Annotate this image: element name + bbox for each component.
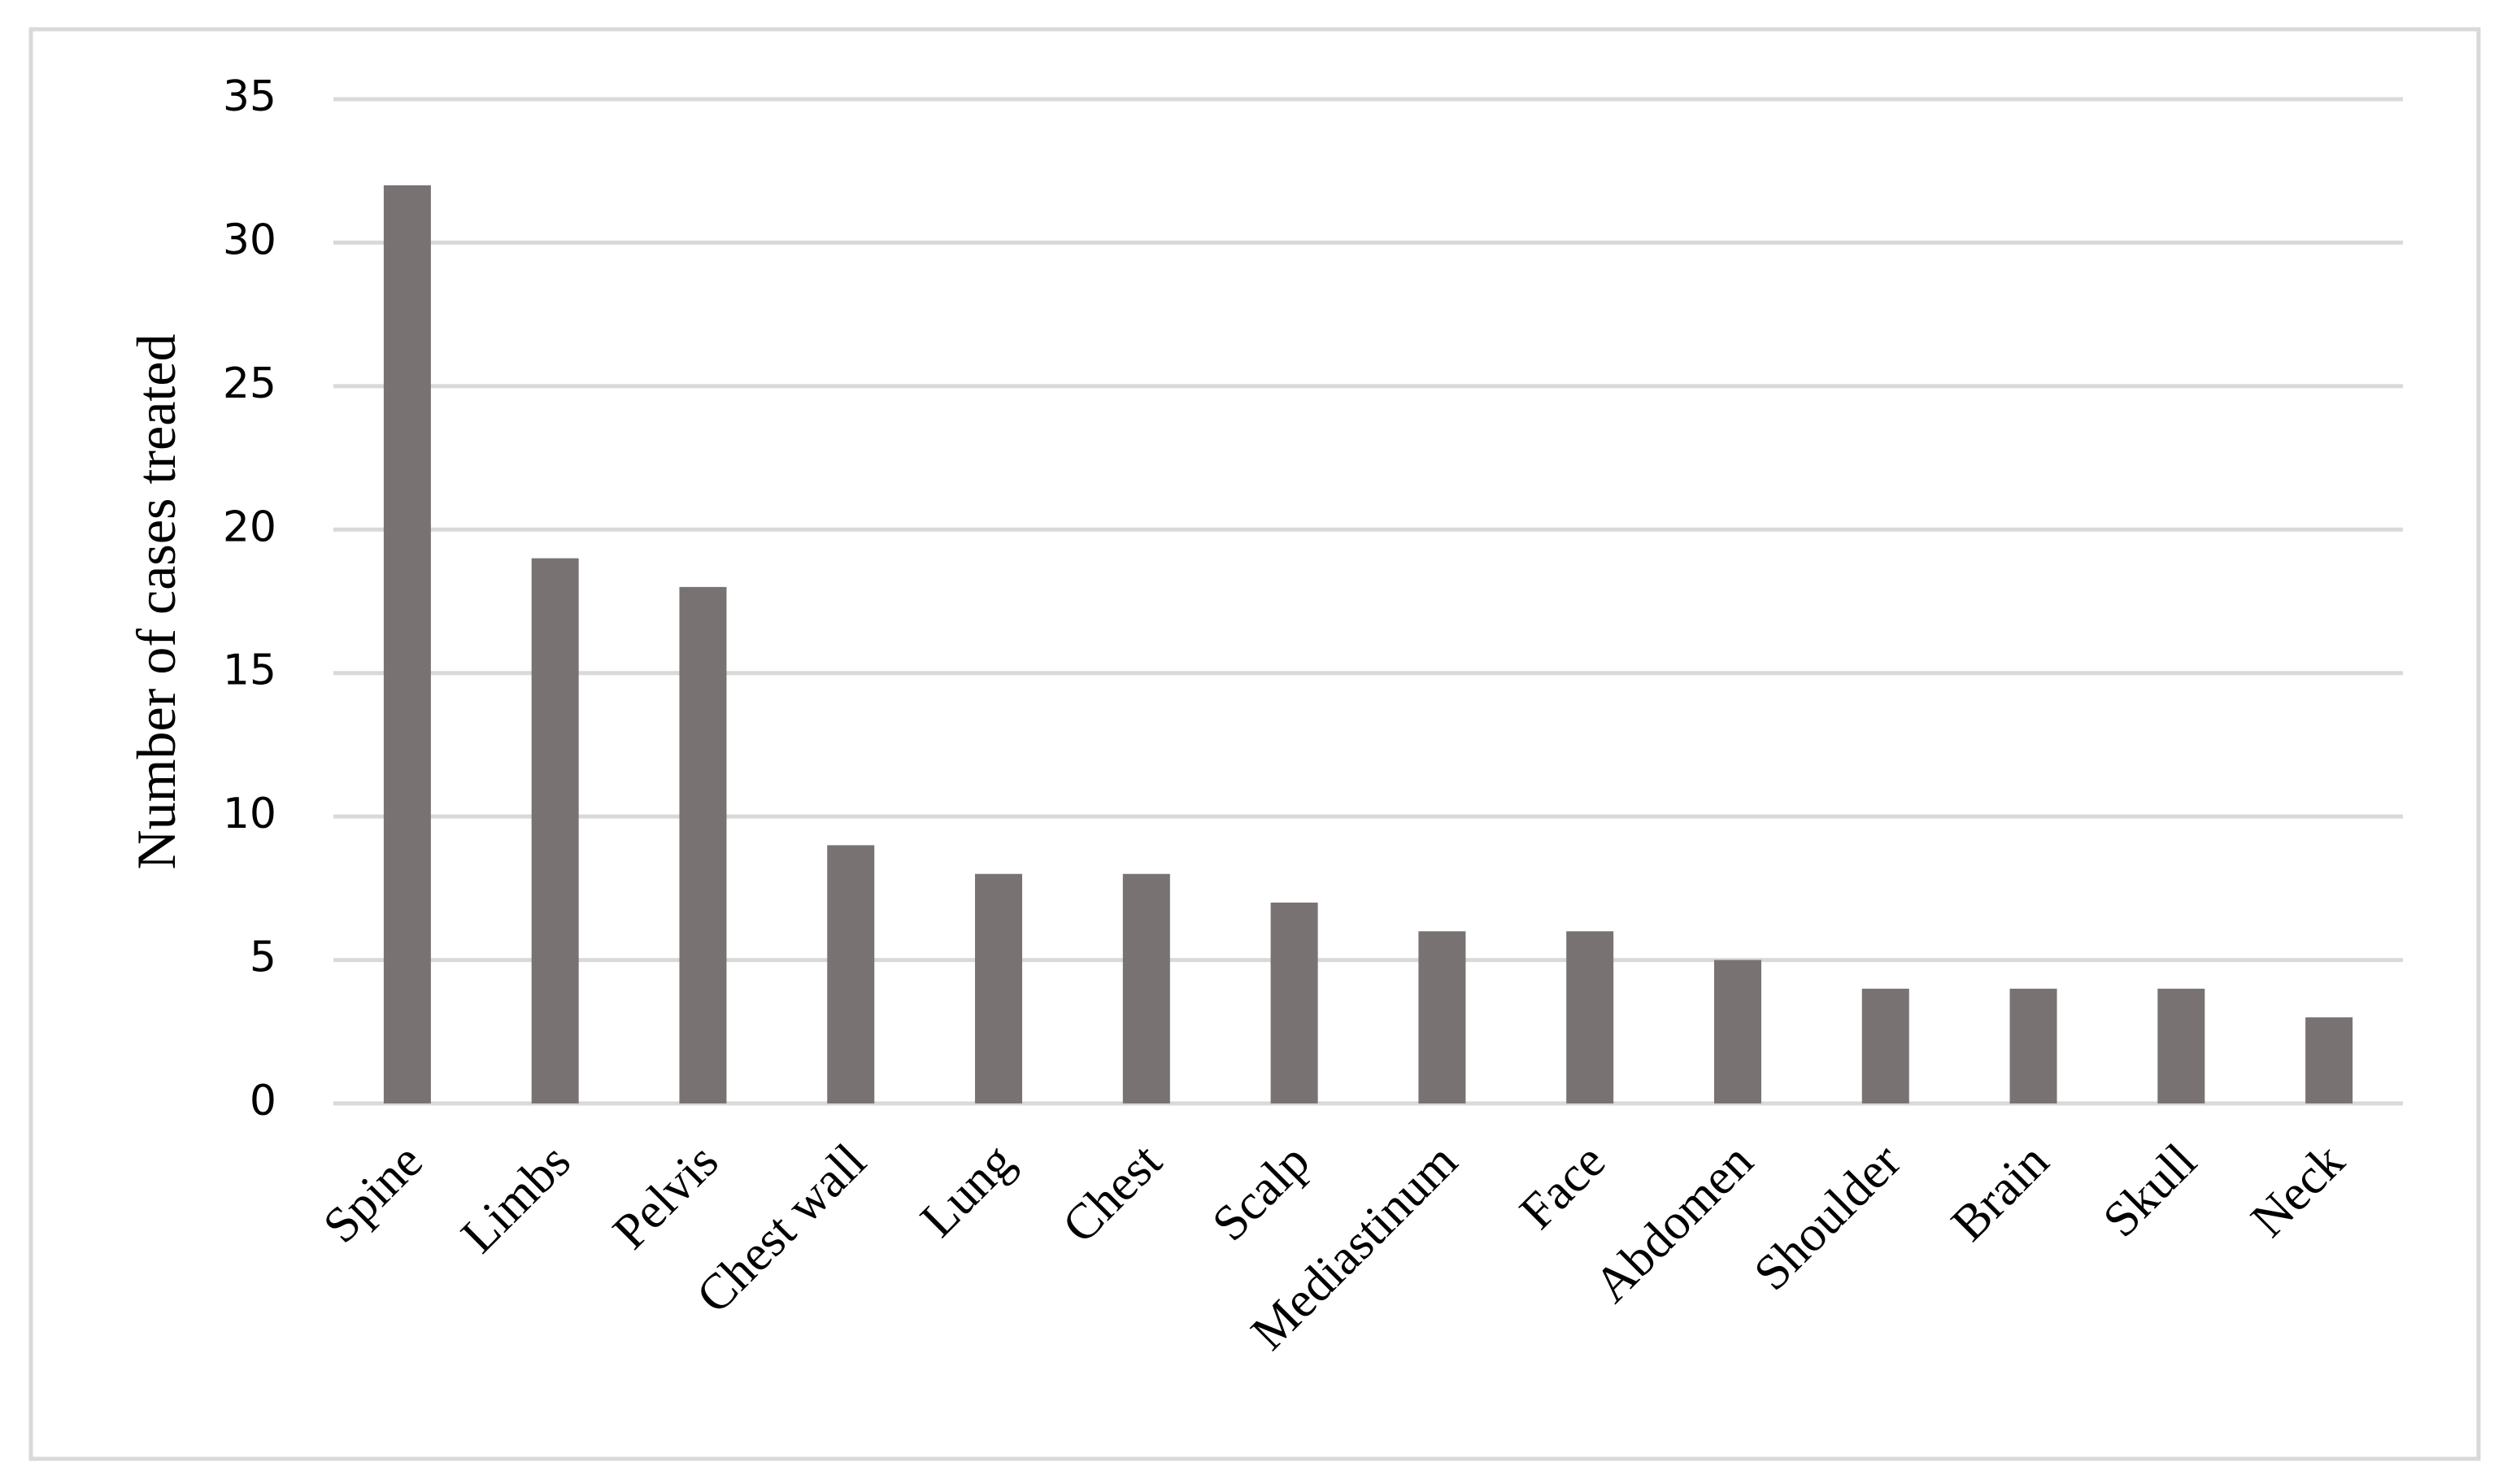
bar — [531, 558, 579, 1103]
bar — [2305, 1017, 2353, 1103]
y-tick-label: 0 — [250, 1077, 276, 1125]
bar — [1861, 988, 1909, 1103]
bar — [1566, 931, 1614, 1103]
bar — [1122, 873, 1170, 1103]
bar — [975, 873, 1023, 1103]
bar — [1713, 960, 1761, 1103]
bar — [1418, 931, 1466, 1103]
y-tick-label: 30 — [223, 215, 276, 264]
y-tick-label: 35 — [223, 72, 276, 121]
bar — [1270, 903, 1318, 1103]
y-axis-title: Number of cases treated — [125, 334, 187, 870]
y-tick-label: 10 — [223, 790, 276, 838]
bar — [383, 185, 431, 1103]
bar — [2157, 988, 2205, 1103]
bar — [679, 586, 727, 1103]
chart-frame — [28, 27, 2481, 1461]
y-tick-label: 25 — [223, 359, 276, 408]
bar — [2009, 988, 2057, 1103]
y-tick-label: 15 — [223, 646, 276, 695]
y-tick-label: 20 — [223, 503, 276, 551]
y-tick-label: 5 — [250, 933, 276, 982]
bar — [827, 845, 875, 1103]
